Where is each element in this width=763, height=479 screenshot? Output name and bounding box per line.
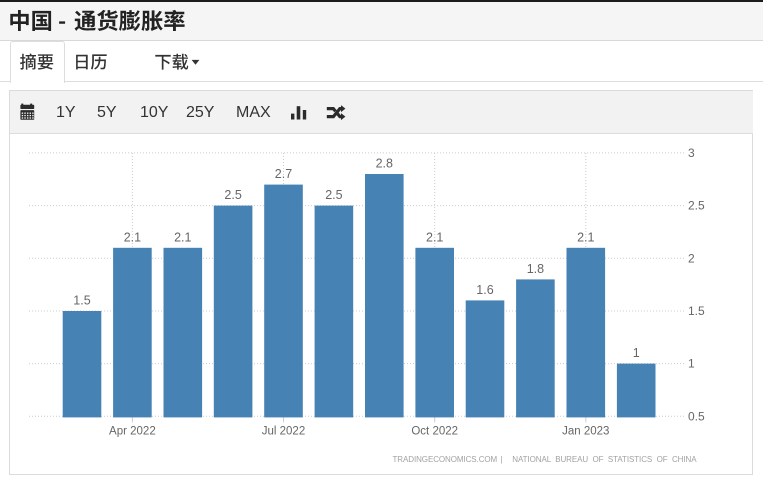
svg-text:1.6: 1.6 (476, 283, 493, 297)
svg-text:2.1: 2.1 (124, 230, 141, 244)
svg-text:Oct 2022: Oct 2022 (411, 426, 458, 438)
svg-text:2.8: 2.8 (376, 157, 393, 171)
svg-text:2.5: 2.5 (325, 188, 342, 202)
svg-text:2.5: 2.5 (224, 188, 241, 202)
svg-text:2: 2 (688, 251, 695, 265)
svg-text:0.5: 0.5 (688, 409, 705, 423)
svg-text:2.1: 2.1 (577, 230, 594, 244)
svg-text:3: 3 (688, 146, 695, 160)
svg-text:1: 1 (688, 357, 695, 371)
svg-text:2.1: 2.1 (174, 230, 191, 244)
svg-text:Jan 2023: Jan 2023 (562, 426, 609, 438)
svg-text:2.1: 2.1 (426, 230, 443, 244)
svg-text:2.7: 2.7 (275, 167, 292, 181)
svg-text:1.5: 1.5 (73, 294, 90, 308)
svg-text:Apr 2022: Apr 2022 (109, 426, 156, 438)
svg-text:1: 1 (633, 346, 640, 360)
svg-text:1.8: 1.8 (527, 262, 544, 276)
svg-text:1.5: 1.5 (688, 304, 705, 318)
svg-text:2.5: 2.5 (688, 199, 705, 213)
svg-text:Jul 2022: Jul 2022 (262, 426, 305, 438)
